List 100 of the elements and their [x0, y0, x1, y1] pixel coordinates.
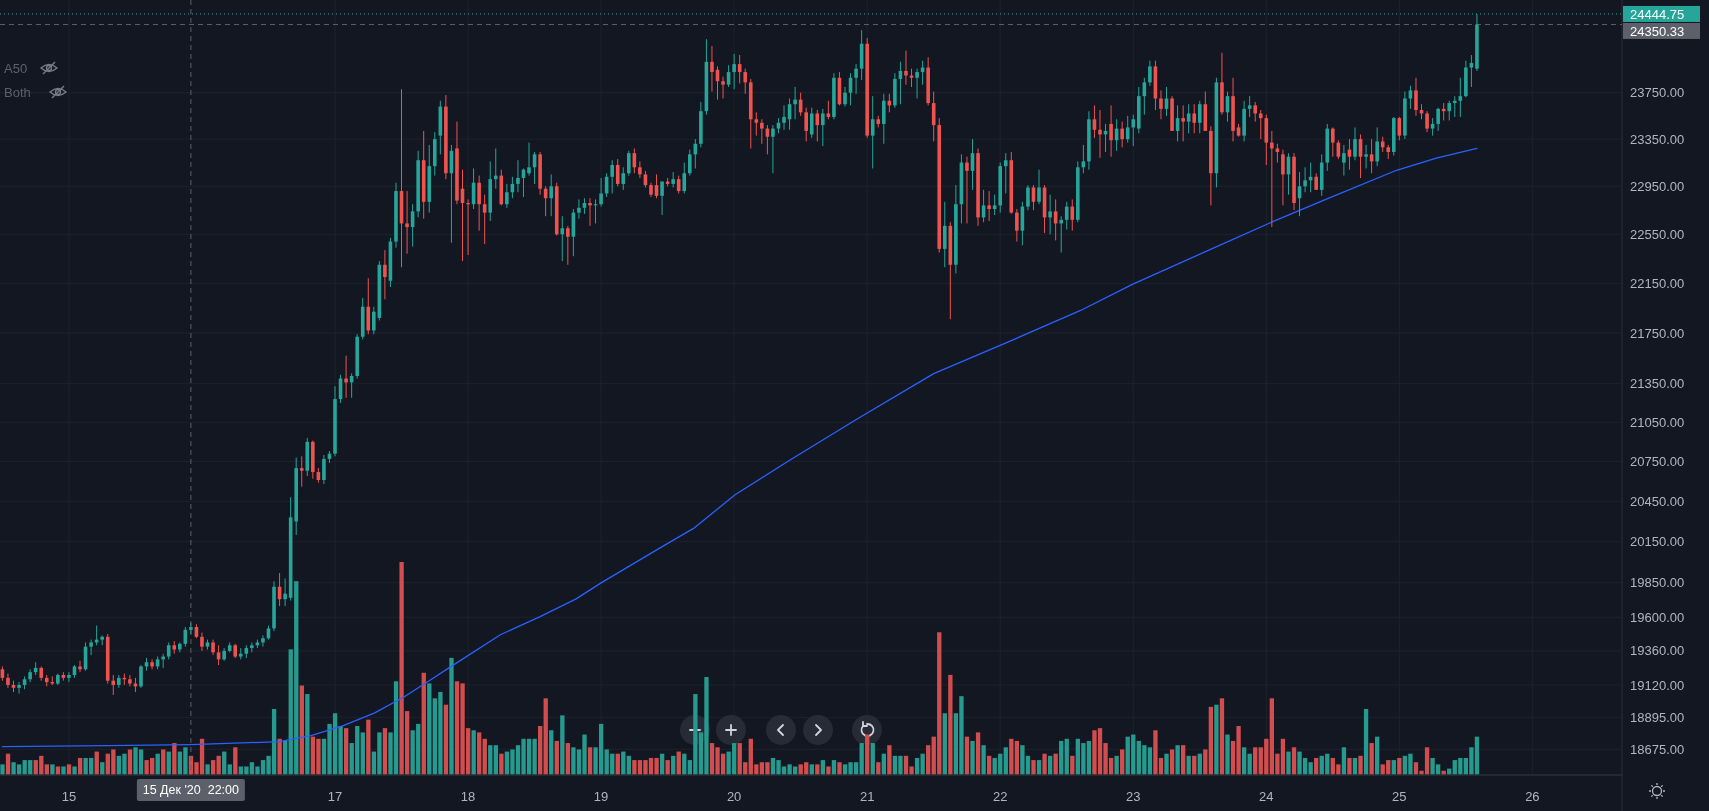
bar	[1341, 747, 1347, 775]
candlestick	[621, 166, 626, 191]
candlestick	[577, 198, 581, 220]
bar	[1169, 749, 1175, 775]
candlestick	[627, 150, 631, 177]
candlestick	[1131, 114, 1136, 147]
bar	[1175, 745, 1180, 775]
candlestick	[1159, 89, 1163, 120]
bar	[549, 730, 554, 775]
bar	[493, 745, 498, 775]
bar	[488, 745, 493, 775]
bar	[975, 732, 981, 775]
bar	[543, 698, 548, 775]
bar	[1014, 740, 1020, 775]
y-tick-label: 21350.00	[1630, 376, 1685, 392]
candlestick	[660, 181, 664, 216]
bar	[1181, 745, 1186, 775]
candlestick	[1364, 144, 1368, 169]
candlestick	[1331, 126, 1335, 158]
candlestick	[1181, 104, 1185, 142]
candlestick	[904, 49, 908, 86]
candlestick	[67, 671, 71, 683]
candlestick	[1469, 54, 1474, 88]
candlestick	[882, 93, 886, 145]
candlestick	[1064, 201, 1069, 230]
y-tick-label: 19120.00	[1630, 677, 1685, 693]
bar	[565, 743, 571, 775]
candlestick	[1186, 103, 1191, 134]
candlestick	[942, 201, 947, 268]
bar	[1203, 749, 1208, 775]
candlestick	[283, 578, 287, 607]
bar	[1347, 757, 1352, 775]
bar	[560, 715, 565, 775]
y-tick-label: 20150.00	[1630, 534, 1685, 550]
bar	[205, 764, 210, 775]
bar	[161, 749, 166, 775]
bar	[366, 719, 371, 775]
bar	[942, 713, 947, 775]
bar	[471, 730, 476, 775]
y-tick-label: 18675.00	[1630, 741, 1685, 757]
bar	[981, 745, 986, 775]
candlestick	[527, 142, 531, 177]
candlestick	[505, 183, 509, 209]
bar	[443, 704, 449, 775]
bar	[305, 694, 310, 775]
candlestick	[987, 190, 991, 222]
x-tick-label: 21	[859, 788, 875, 804]
y-tick-label: 22950.00	[1630, 178, 1685, 194]
candlestick	[1342, 144, 1346, 177]
bar	[477, 732, 482, 775]
candlestick	[615, 158, 620, 187]
bar	[61, 766, 66, 775]
candlestick	[743, 68, 748, 95]
candlestick	[560, 215, 565, 262]
y-tick-label: 22150.00	[1630, 275, 1685, 291]
candlestick	[815, 109, 820, 142]
bar	[499, 753, 504, 775]
candlestick	[128, 674, 132, 687]
candlestick	[754, 111, 759, 137]
candlestick	[466, 198, 470, 256]
candlestick	[477, 175, 481, 232]
bar	[1214, 704, 1219, 775]
candlestick	[1070, 198, 1075, 232]
bar	[1208, 706, 1214, 775]
bar	[837, 762, 842, 775]
bar	[1031, 760, 1036, 775]
bar	[1225, 734, 1230, 775]
bar	[870, 743, 875, 775]
candlestick	[1026, 184, 1030, 211]
candlestick	[1037, 169, 1041, 205]
y-tick-label: 20750.00	[1630, 454, 1685, 470]
candlestick	[28, 668, 32, 683]
candlestick	[89, 639, 93, 656]
bar	[970, 740, 975, 775]
bar	[1219, 698, 1225, 775]
candlestick	[482, 194, 487, 245]
candlestick	[139, 664, 143, 689]
candlestick	[915, 68, 919, 99]
candlestick	[1247, 95, 1252, 118]
bar	[1042, 753, 1047, 775]
bar	[1369, 743, 1374, 775]
x-tick-label: 19	[593, 788, 609, 804]
candlestick	[599, 177, 603, 208]
bar	[1114, 755, 1119, 775]
x-tick-label: 22	[992, 788, 1008, 804]
bar	[50, 764, 55, 775]
bar	[0, 764, 5, 775]
x-tick-label: 17	[327, 788, 343, 804]
y-tick-label: 19360.00	[1630, 643, 1685, 659]
candlestick	[189, 622, 193, 635]
bar	[421, 672, 426, 775]
bar	[449, 657, 454, 775]
candlestick	[854, 63, 858, 95]
ref-line-label: 24350.33	[1630, 23, 1685, 39]
x-tick-label: 25	[1392, 788, 1407, 804]
y-tick-label: 20450.00	[1630, 493, 1685, 509]
candlestick	[965, 156, 969, 224]
candlestick	[1098, 109, 1102, 159]
ref-line-label: 24444.75	[1630, 6, 1685, 22]
candlestick	[826, 100, 831, 120]
